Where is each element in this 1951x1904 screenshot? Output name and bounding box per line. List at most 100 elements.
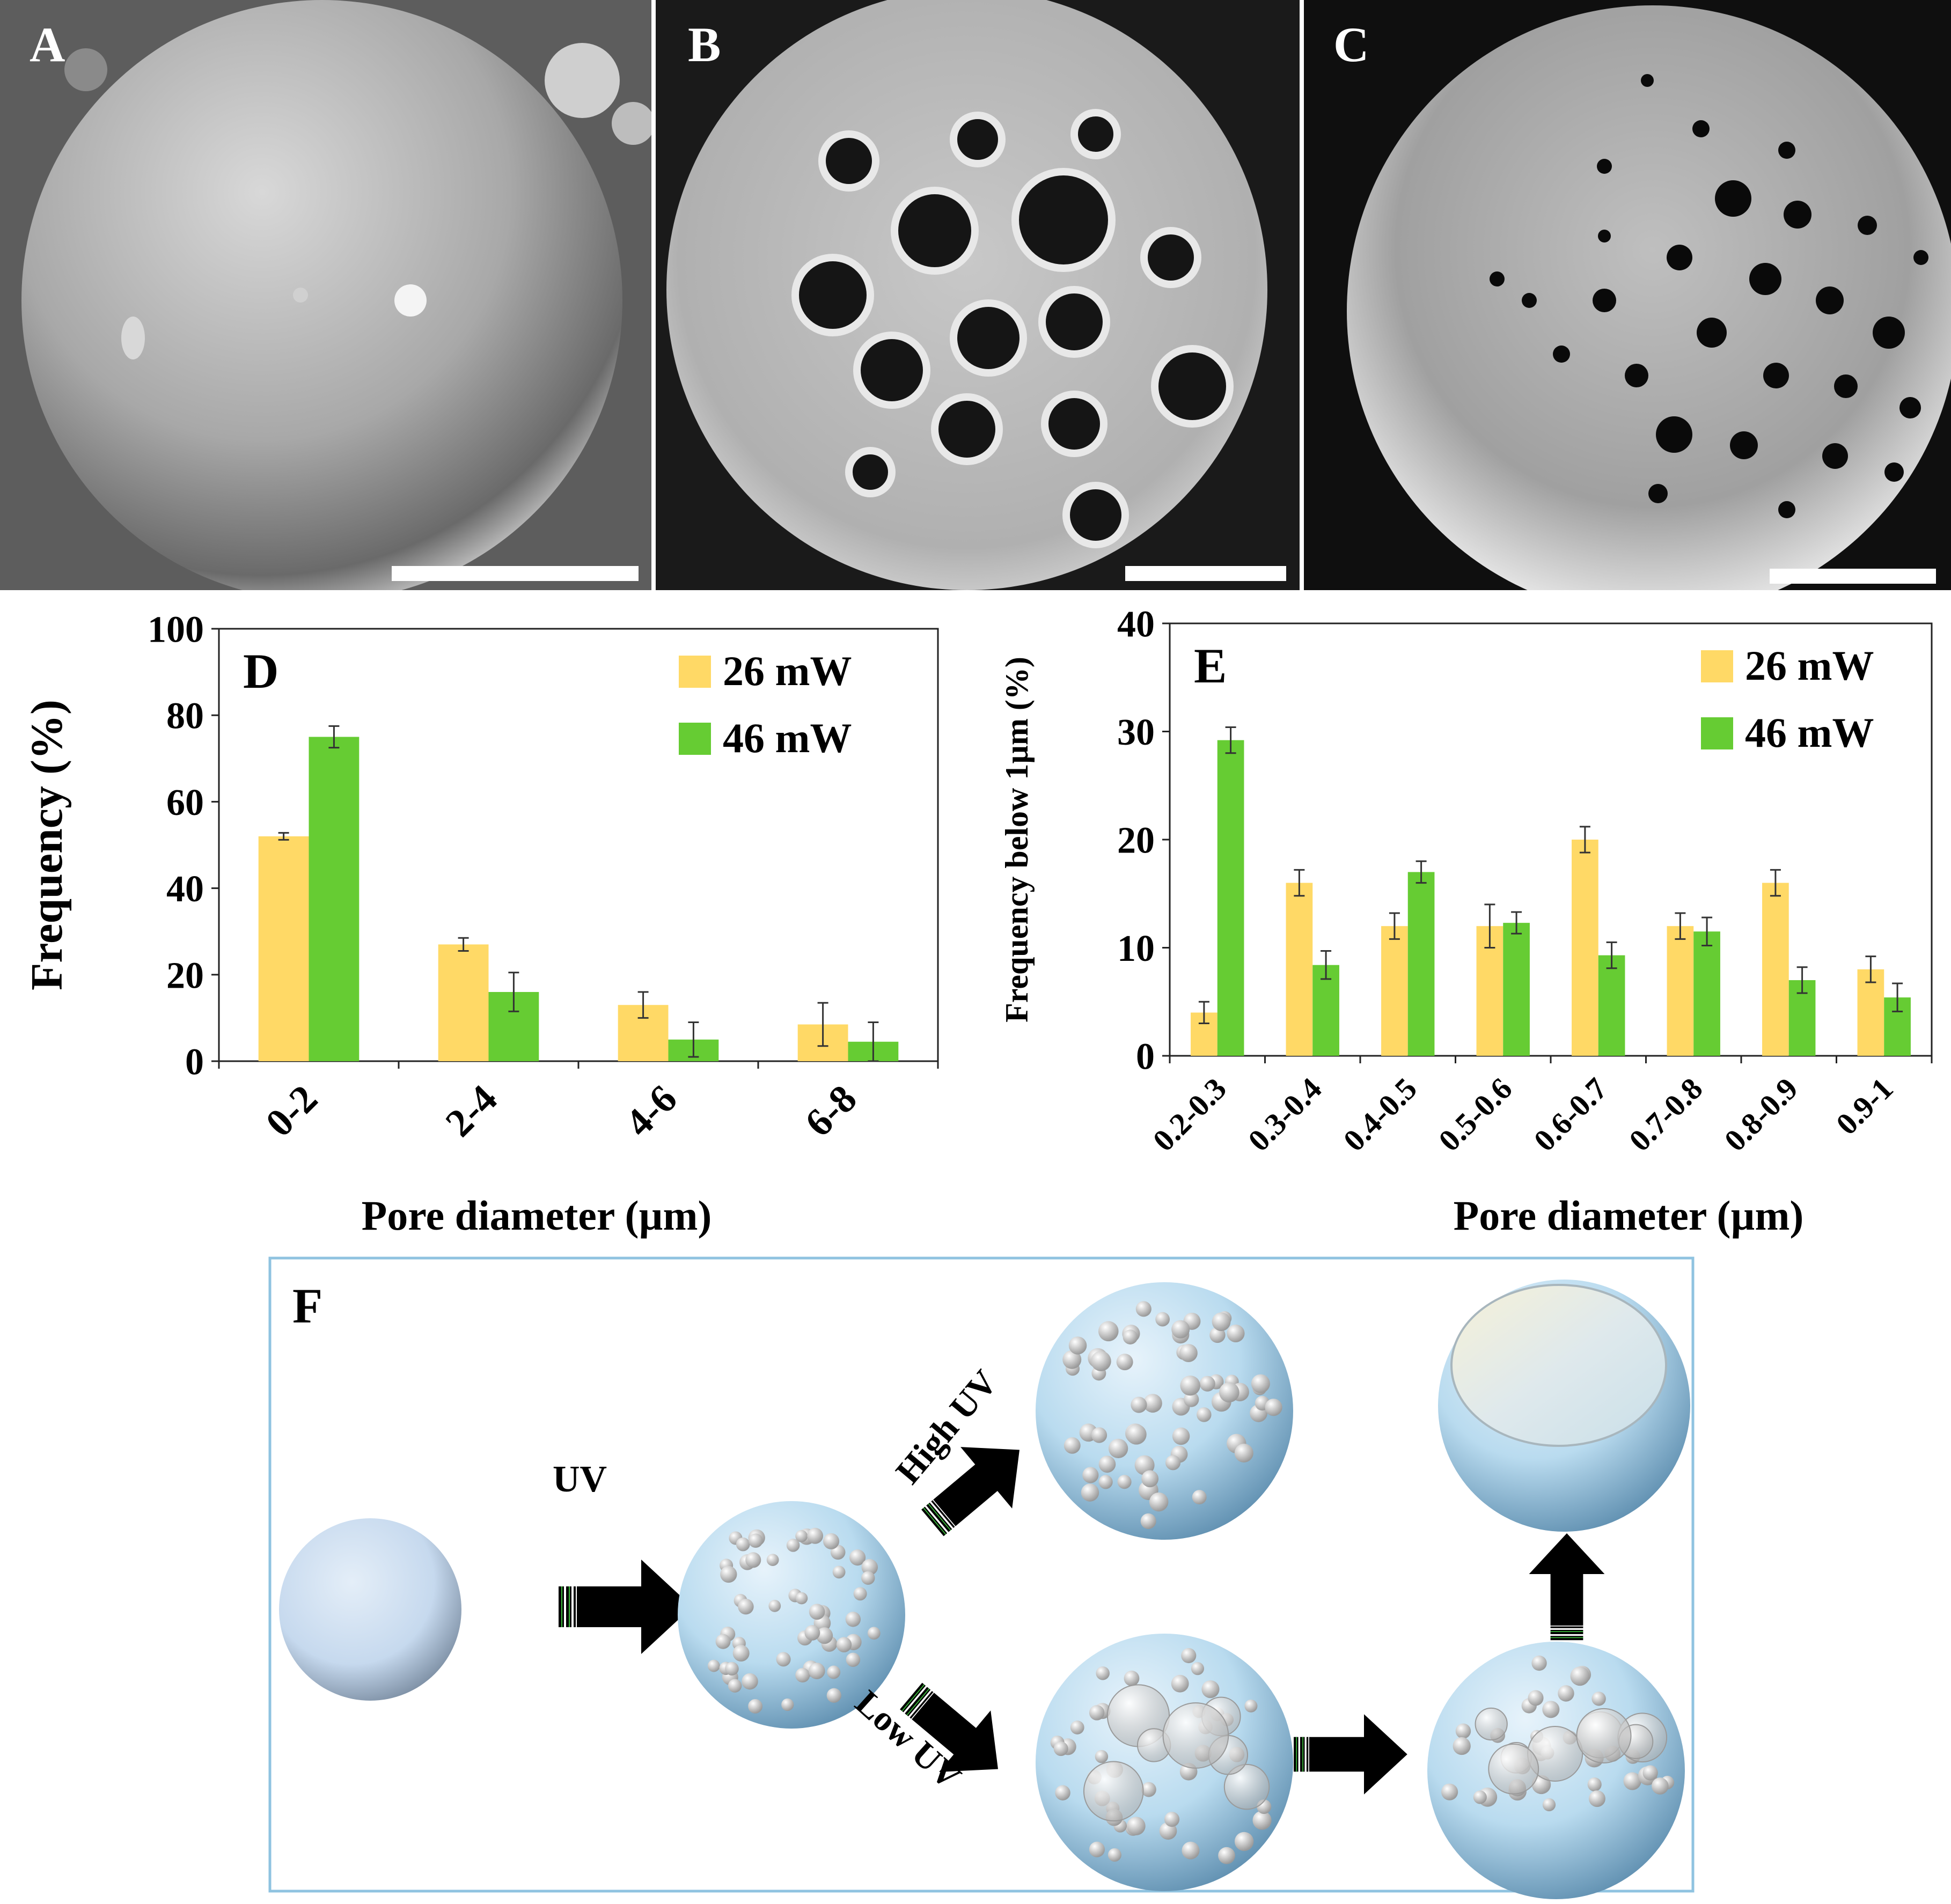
bubble xyxy=(1123,1329,1138,1344)
bubble xyxy=(1201,1680,1220,1699)
bubble xyxy=(1172,1427,1190,1445)
bubble xyxy=(1179,1344,1198,1362)
large-bubble xyxy=(1223,1763,1270,1810)
panel-label-c: C xyxy=(1333,17,1369,72)
sem-image-a xyxy=(0,0,651,590)
y-tick-label: 80 xyxy=(166,696,204,737)
bubble xyxy=(736,1537,750,1552)
release-arrow xyxy=(1528,1533,1605,1641)
panel-label-a: A xyxy=(30,17,65,72)
bubble xyxy=(1089,1841,1105,1857)
bar xyxy=(1667,926,1694,1056)
bubble xyxy=(804,1625,820,1641)
bubble xyxy=(1053,1741,1068,1756)
x-tick-label: 0.2-0.3 xyxy=(1146,1071,1233,1158)
bubble xyxy=(745,1552,761,1568)
y-tick-label: 10 xyxy=(1117,928,1155,969)
bubble xyxy=(1082,1467,1099,1483)
x-axis-title: Pore diameter (µm) xyxy=(362,1192,712,1239)
bubble xyxy=(1089,1705,1105,1721)
x-tick-label: 4-6 xyxy=(617,1077,686,1145)
y-tick-label: 20 xyxy=(166,955,204,996)
bubble xyxy=(1098,1475,1113,1489)
legend-swatch xyxy=(679,656,711,688)
bubble xyxy=(1251,1374,1270,1393)
x-tick-label: 0.7-0.8 xyxy=(1622,1071,1709,1158)
bubble xyxy=(1182,1841,1200,1859)
bar xyxy=(1762,883,1789,1056)
bubble xyxy=(1141,1470,1159,1488)
large-bubble xyxy=(1488,1743,1539,1795)
large-bubble xyxy=(1576,1708,1632,1763)
bar xyxy=(1312,965,1339,1056)
bubble xyxy=(1623,1772,1641,1790)
x-tick-label: 2-4 xyxy=(437,1077,506,1145)
large-bubble xyxy=(1162,1702,1229,1769)
bubble xyxy=(826,1688,841,1703)
bubble xyxy=(1652,1777,1669,1795)
bubble xyxy=(742,1673,758,1690)
bubble xyxy=(748,1533,763,1548)
bubble xyxy=(795,1530,808,1542)
bubble xyxy=(1107,1848,1121,1862)
bar xyxy=(1693,931,1720,1056)
x-tick-label: 0.9-1 xyxy=(1829,1071,1899,1141)
bubble xyxy=(720,1565,737,1583)
bubble xyxy=(715,1634,731,1649)
bubble xyxy=(1181,1648,1197,1664)
bubble xyxy=(1096,1666,1110,1680)
bar xyxy=(1857,969,1884,1056)
bubble xyxy=(1642,1765,1658,1781)
bubble xyxy=(1587,1777,1602,1792)
bubble xyxy=(827,1665,841,1679)
x-axis-title: Pore diameter (µm) xyxy=(1454,1192,1804,1239)
bubble xyxy=(816,1627,833,1644)
y-axis-title: Frequency below 1µm (%) xyxy=(999,657,1035,1023)
y-tick-label: 20 xyxy=(1117,820,1155,862)
x-tick-label: 0.8-0.9 xyxy=(1718,1071,1805,1158)
panel-label-b: B xyxy=(688,17,721,72)
legend-label: 26 mW xyxy=(1745,642,1874,689)
bubble xyxy=(795,1592,808,1605)
y-tick-label: 0 xyxy=(185,1042,204,1083)
bubble xyxy=(1143,1394,1162,1413)
bubble xyxy=(1098,1455,1116,1473)
bubble xyxy=(849,1549,866,1566)
bubble xyxy=(1589,1790,1605,1807)
bubble xyxy=(728,1679,742,1693)
large-bubble xyxy=(1475,1707,1508,1741)
bar xyxy=(1217,740,1244,1056)
bubble xyxy=(1558,1685,1574,1702)
legend-swatch xyxy=(1701,650,1733,682)
bubble xyxy=(1473,1790,1487,1804)
bubble xyxy=(1542,1701,1560,1718)
x-tick-label: 0.6-0.7 xyxy=(1527,1071,1614,1158)
large-bubble xyxy=(1083,1761,1144,1822)
bubble xyxy=(1219,1382,1239,1403)
bubble xyxy=(1453,1737,1471,1755)
chart-e: 0 10 20 30 40 0.2-0.3 0.3-0.4 0.4-0.5 0.5-0.6 0.6… xyxy=(999,604,1933,1239)
bubble xyxy=(1197,1407,1212,1422)
legend-swatch xyxy=(1701,717,1733,749)
bubble xyxy=(1165,1455,1181,1471)
uv-label: UV xyxy=(553,1459,607,1500)
bubble xyxy=(795,1667,810,1683)
bar xyxy=(1286,883,1313,1056)
bubble xyxy=(1062,1350,1082,1369)
bubble xyxy=(867,1627,881,1640)
bubble xyxy=(766,1554,779,1567)
panel-c: C xyxy=(1304,0,1951,590)
bubble xyxy=(732,1645,750,1662)
bubble xyxy=(1091,1427,1107,1443)
bubble xyxy=(1531,1655,1547,1671)
bubble xyxy=(1265,1399,1282,1416)
bubble xyxy=(1116,1354,1133,1371)
bubble xyxy=(781,1698,794,1711)
coalescence-arrow xyxy=(1293,1714,1408,1795)
bubble xyxy=(832,1565,846,1579)
bar xyxy=(1407,872,1435,1056)
panel-label-f: F xyxy=(292,1278,322,1333)
y-tick-label: 60 xyxy=(166,782,204,824)
bubble xyxy=(1227,1324,1245,1343)
legend-label: 26 mW xyxy=(723,648,852,694)
